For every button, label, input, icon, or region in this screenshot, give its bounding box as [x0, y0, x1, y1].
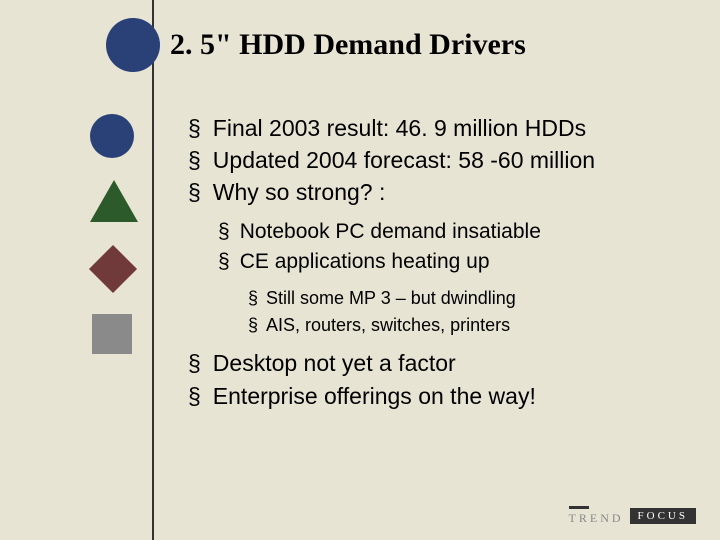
- bullet-item: Desktop not yet a factor: [188, 347, 688, 379]
- slide-title: 2. 5" HDD Demand Drivers: [170, 28, 526, 62]
- bullet-item: Enterprise offerings on the way!: [188, 380, 688, 412]
- circle-icon: [90, 114, 134, 158]
- bullet-text: Desktop not yet a factor: [213, 350, 456, 376]
- bullet-item: Still some MP 3 – but dwindling: [248, 285, 688, 312]
- bullet-text: Updated 2004 forecast: 58 -60 million: [213, 147, 595, 173]
- bullet-text: Final 2003 result: 46. 9 million HDDs: [213, 115, 586, 141]
- bullet-text: Still some MP 3 – but dwindling: [266, 288, 516, 308]
- bullet-text: Why so strong? :: [213, 179, 386, 205]
- title-bullet-icon: [106, 18, 160, 72]
- triangle-icon: [90, 180, 138, 222]
- square-icon: [92, 314, 132, 354]
- content-area: Final 2003 result: 46. 9 million HDDs Up…: [188, 112, 688, 412]
- bullet-text: Notebook PC demand insatiable: [240, 220, 541, 243]
- bullet-text: CE applications heating up: [240, 250, 490, 273]
- bullet-text: Enterprise offerings on the way!: [213, 383, 536, 409]
- bullet-item: Final 2003 result: 46. 9 million HDDs: [188, 112, 688, 144]
- dash-icon: [569, 506, 589, 509]
- bullet-item: Why so strong? : Notebook PC demand insa…: [188, 176, 688, 339]
- bullet-item: AIS, routers, switches, printers: [248, 312, 688, 339]
- bullet-item: CE applications heating up Still some MP…: [218, 247, 688, 339]
- footer-logo: TREND FOCUS: [569, 506, 696, 526]
- bullet-item: Notebook PC demand insatiable: [218, 217, 688, 247]
- footer-focus-text: FOCUS: [630, 508, 696, 524]
- bullet-text: AIS, routers, switches, printers: [266, 315, 510, 335]
- footer-trend-text: TREND: [569, 511, 624, 526]
- bullet-item: Updated 2004 forecast: 58 -60 million: [188, 144, 688, 176]
